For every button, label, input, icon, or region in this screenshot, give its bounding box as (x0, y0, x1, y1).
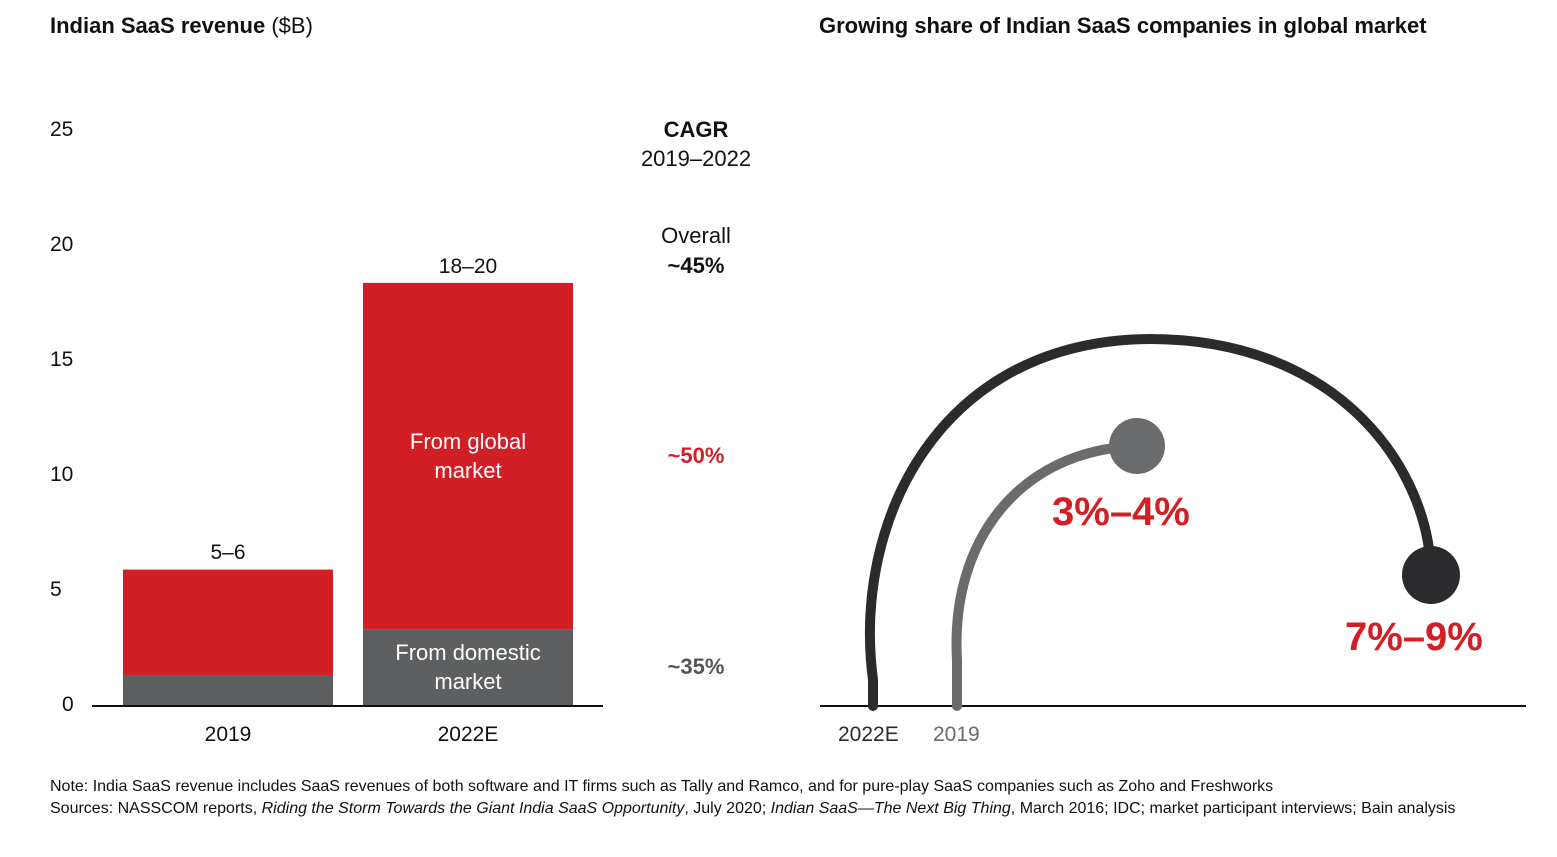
cagr-domestic-value: ~35% (667, 654, 725, 679)
left-chart-title: Indian SaaS revenue ($B) (50, 13, 313, 39)
cagr-overall-label: Overall (661, 223, 731, 248)
bar-domestic-2019 (123, 675, 333, 706)
left-chart-title-unit: ($B) (271, 13, 313, 38)
cagr-overall-value: ~45% (667, 253, 725, 278)
x-category-label: 2022E (437, 723, 499, 746)
y-tick-label: 15 (50, 348, 74, 371)
arc-2019-endpoint (1109, 418, 1165, 474)
x-category-label: 2019 (204, 723, 252, 746)
bar-domestic-2022e (363, 629, 573, 706)
right-chart-title: Growing share of Indian SaaS companies i… (819, 13, 1427, 38)
arc-2019-value: 3%–4% (1052, 490, 1190, 534)
y-tick-label: 20 (50, 233, 74, 256)
y-tick-label: 5 (50, 578, 62, 601)
bar-total-2022e: 18–20 (438, 255, 498, 278)
segment-label-domestic: From domestic market (363, 638, 573, 696)
cagr-period: 2019–2022 (640, 146, 752, 171)
arc-label-2022e: 2022E (838, 723, 899, 746)
sources-title-2: Indian SaaS—The Next Big Thing (770, 800, 1011, 817)
arc-2019 (951, 441, 1142, 711)
segment-label-domestic-text: From domestic market (395, 640, 541, 694)
left-chart-title-text: Indian SaaS revenue (50, 13, 266, 38)
y-tick-label: 25 (50, 118, 74, 141)
footnote-note: Note: India SaaS revenue includes SaaS r… (50, 778, 1274, 795)
bar-total-2019: 5–6 (210, 541, 246, 564)
bar-group (123, 282, 573, 706)
arc-2022e (865, 333, 1436, 711)
segment-label-global: From global market (363, 427, 573, 485)
sources-rest: , March 2016; IDC; market participant in… (1010, 800, 1456, 817)
segment-label-global-text: From global market (409, 429, 527, 483)
arc-2022e-value: 7%–9% (1345, 615, 1483, 659)
footnote-sources: Sources: NASSCOM reports, Riding the Sto… (50, 798, 1510, 820)
sources-prefix: Sources: NASSCOM reports, (50, 800, 262, 817)
sources-title-1: Riding the Storm Towards the Giant India… (261, 800, 685, 817)
bar-global-2019 (123, 569, 333, 676)
sources-mid: , July 2020; (684, 800, 771, 817)
bar-global-2022e (363, 282, 573, 630)
cagr-heading: CAGR (663, 117, 729, 142)
arc-label-2019: 2019 (933, 723, 980, 746)
cagr-global-value: ~50% (667, 443, 725, 468)
arc-2022e-endpoint (1402, 546, 1460, 604)
y-tick-label: 0 (62, 693, 74, 716)
footnote: Note: India SaaS revenue includes SaaS r… (50, 776, 1510, 820)
y-tick-label: 10 (50, 463, 74, 486)
